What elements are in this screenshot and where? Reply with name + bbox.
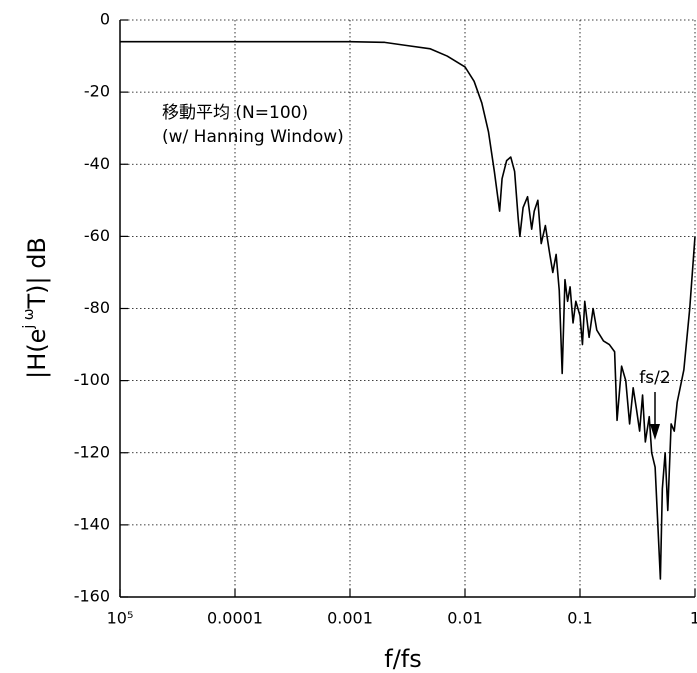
y-tick-label: -160 (74, 587, 110, 606)
y-tick-label: -40 (84, 154, 110, 173)
annotation: (w/ Hanning Window) (162, 127, 344, 147)
x-tick-label: 0.01 (447, 609, 483, 628)
annotation: fs/2 (639, 368, 670, 388)
y-axis-label: |H(ej ωT)| dB (21, 237, 51, 379)
arrow-head (650, 424, 660, 440)
x-tick-label: 0.0001 (207, 609, 263, 628)
y-tick-label: -140 (74, 514, 110, 533)
y-tick-label: -60 (84, 226, 110, 245)
x-tick-label: 1 (690, 609, 697, 628)
y-axis-label-part: |H(e (23, 329, 51, 379)
y-axis-label-part: T)| dB (23, 237, 51, 309)
x-tick-label: 0.001 (327, 609, 373, 628)
line (120, 40, 696, 580)
y-tick-label: -100 (74, 370, 110, 389)
y-tick-label: 0 (100, 10, 110, 29)
y-tick-label: -120 (74, 442, 110, 461)
y-axis-label-part: j ω (21, 309, 37, 330)
y-tick-label: -80 (84, 298, 110, 317)
x-axis-label: f/fs (384, 645, 422, 673)
x-tick-label: 0.1 (567, 609, 592, 628)
x-tick-label: 10⁵ (107, 609, 134, 628)
y-tick-label: -20 (84, 82, 110, 101)
